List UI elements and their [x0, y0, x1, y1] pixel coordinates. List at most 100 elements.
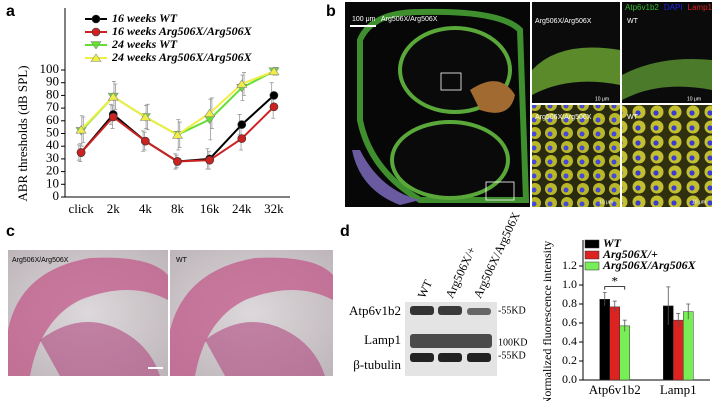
y-tick-label: 80	[46, 86, 59, 101]
image-label: Arg506X/Arg506X	[381, 16, 438, 23]
panel-label: c	[6, 223, 15, 240]
channel-label: Lamp1	[688, 3, 713, 12]
panel-label: b	[326, 3, 336, 20]
y-tick-label: 0.0	[562, 372, 577, 386]
channel-label: DAPI	[664, 3, 683, 12]
tissue	[40, 322, 160, 376]
tissue	[532, 47, 620, 95]
y-tick-label: 10	[46, 175, 59, 190]
bar	[609, 306, 620, 381]
marker	[107, 92, 119, 101]
marker	[268, 66, 280, 76]
y-tick-label: 0.6	[562, 315, 577, 329]
image-label: WT	[627, 114, 639, 121]
bar	[673, 319, 684, 381]
tissue	[352, 150, 420, 205]
scale-label: 10 μm	[687, 96, 701, 102]
legend-label: 24 weeks WT	[111, 37, 178, 51]
row-label: Atp6v1b2	[349, 303, 401, 318]
tissue	[170, 257, 333, 376]
x-tick-label: click	[68, 201, 94, 216]
marker	[91, 27, 101, 37]
marker	[204, 115, 216, 125]
series-line	[80, 94, 275, 163]
error-bar	[676, 313, 681, 327]
tissue	[8, 257, 168, 376]
tissue	[470, 81, 515, 113]
marker	[90, 41, 102, 50]
band	[438, 353, 462, 362]
row-label: Lamp1	[364, 332, 401, 347]
marker	[75, 125, 87, 134]
legend-swatch	[584, 239, 600, 249]
x-tick-label: 2k	[107, 201, 121, 216]
marker	[269, 102, 279, 112]
error-bar	[602, 292, 607, 306]
y-tick-label: 50	[46, 124, 59, 139]
y-tick-label: 20	[46, 163, 59, 178]
marker	[205, 155, 214, 165]
y-tick-label: 0.8	[562, 296, 577, 310]
y-tick-label: 100	[40, 61, 60, 76]
legend-label: 16 weeks Arg506X/Arg506X	[112, 24, 253, 38]
x-tick-label: 24k	[232, 201, 252, 216]
bar	[619, 325, 630, 381]
band	[467, 353, 491, 362]
image-label: Arg506X/Arg506X	[535, 114, 592, 121]
y-axis-label: Normalized fluorescence intensity	[540, 241, 554, 401]
y-tick-label: 40	[46, 137, 59, 152]
lane-label: WT	[415, 277, 436, 300]
legend-label: WT	[603, 236, 622, 250]
error-bar	[666, 286, 671, 325]
y-tick-label: 1.2	[562, 258, 577, 272]
marker	[139, 112, 151, 121]
significance-label: *	[612, 274, 619, 289]
tissue	[205, 322, 325, 376]
x-tick-label: 8k	[171, 201, 185, 216]
marker	[141, 136, 150, 146]
bar	[683, 311, 694, 381]
channel-label: Atp6v1b2	[625, 3, 659, 12]
scale-label: 10 μm	[599, 199, 613, 205]
band	[410, 306, 434, 315]
y-tick-label: 90	[46, 74, 59, 89]
significance-bracket	[604, 286, 626, 290]
marker-label: -55KD	[498, 350, 526, 361]
marker-label: 100KD	[498, 337, 527, 348]
image-label: Arg506X/Arg506X	[535, 18, 592, 25]
row-label: β-tubulin	[353, 357, 401, 372]
marker	[90, 53, 102, 62]
inset-image	[622, 105, 712, 207]
panel-label: a	[6, 3, 15, 20]
image-label: WT	[627, 18, 639, 25]
marker	[173, 157, 182, 166]
inset-image	[532, 105, 620, 207]
error-bar	[612, 300, 617, 313]
band	[438, 306, 462, 315]
panel-label: d	[340, 223, 350, 240]
legend-label: 16 weeks WT	[112, 11, 178, 25]
legend-label: Arg506X/+	[602, 247, 658, 261]
band	[410, 353, 434, 362]
inset-box	[485, 181, 515, 201]
y-tick-label: 1.0	[562, 277, 577, 291]
x-tick-label: 4k	[139, 201, 153, 216]
marker	[171, 130, 184, 139]
error-bar	[622, 319, 627, 332]
y-tick-label: 0	[53, 188, 60, 203]
y-tick-label: 70	[46, 99, 59, 114]
channel-legend: Lamp1 DAPI Atp6v1b2	[625, 3, 712, 12]
marker	[236, 79, 248, 88]
x-tick-label: 32k	[264, 201, 284, 216]
y-tick-label: 0.4	[562, 334, 577, 348]
tissue	[357, 8, 530, 203]
bar	[599, 299, 610, 381]
scale-label: 100 μm	[352, 16, 376, 23]
scale-label: 10 μm	[595, 96, 609, 102]
marker	[91, 14, 101, 24]
marker	[76, 148, 86, 157]
legend-swatch	[584, 261, 600, 271]
western-blot	[405, 302, 497, 376]
y-tick-label: 30	[46, 150, 59, 165]
